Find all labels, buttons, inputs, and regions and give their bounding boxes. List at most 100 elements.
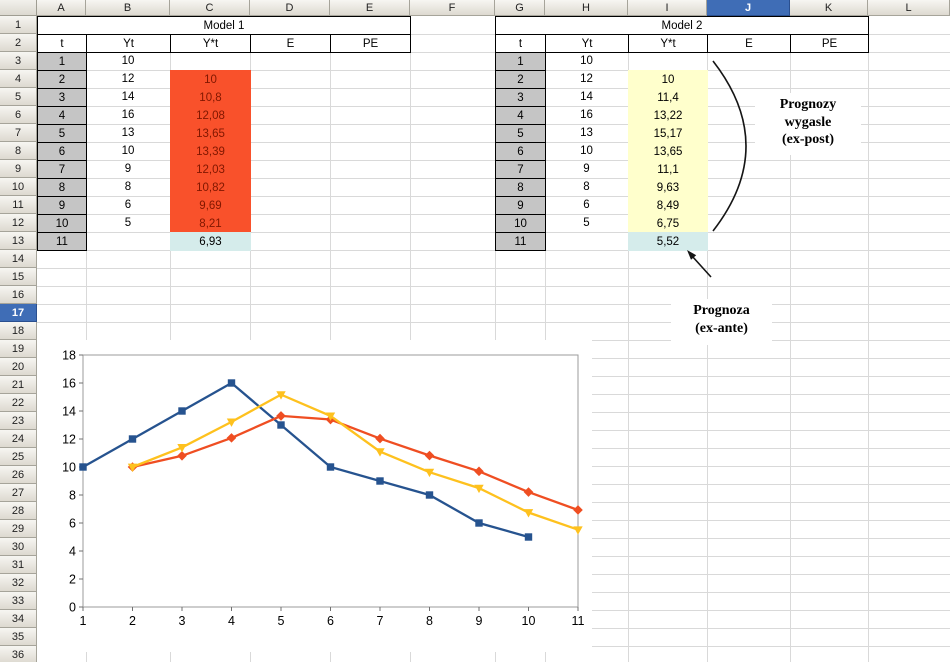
row-header-6[interactable]: 6 bbox=[0, 106, 37, 124]
cell-I6[interactable]: 13,22 bbox=[628, 106, 708, 125]
cell-G5[interactable]: 3 bbox=[495, 88, 546, 107]
cell-C4[interactable]: 10 bbox=[170, 70, 251, 89]
select-all-corner[interactable] bbox=[0, 0, 37, 16]
cell-A13[interactable]: 11 bbox=[37, 232, 87, 251]
label-prognoza-ex-ante[interactable]: Prognoza (ex-ante) bbox=[671, 299, 772, 345]
cell-A7[interactable]: 5 bbox=[37, 124, 87, 143]
row-header-24[interactable]: 24 bbox=[0, 430, 37, 448]
row-header-35[interactable]: 35 bbox=[0, 628, 37, 646]
row-header-23[interactable]: 23 bbox=[0, 412, 37, 430]
cell-A4[interactable]: 2 bbox=[37, 70, 87, 89]
row-header-18[interactable]: 18 bbox=[0, 322, 37, 340]
row-header-33[interactable]: 33 bbox=[0, 592, 37, 610]
row-header-9[interactable]: 9 bbox=[0, 160, 37, 178]
row-header-14[interactable]: 14 bbox=[0, 250, 37, 268]
cell-H8[interactable]: 10 bbox=[580, 145, 593, 157]
cell-B12[interactable]: 5 bbox=[124, 217, 132, 229]
row-header-29[interactable]: 29 bbox=[0, 520, 37, 538]
cell-I10[interactable]: 9,63 bbox=[628, 178, 708, 197]
cell-B3[interactable]: 10 bbox=[121, 55, 135, 67]
cell-G13[interactable]: 11 bbox=[495, 232, 546, 251]
cell-A8[interactable]: 6 bbox=[37, 142, 87, 161]
cell-I5[interactable]: 11,4 bbox=[628, 88, 708, 107]
column-header-E[interactable]: E bbox=[330, 0, 410, 16]
cell-G4[interactable]: 2 bbox=[495, 70, 546, 89]
cell-C11[interactable]: 9,69 bbox=[170, 196, 251, 215]
cell-I8[interactable]: 13,65 bbox=[628, 142, 708, 161]
cell-H11[interactable]: 6 bbox=[583, 199, 590, 211]
embedded-chart[interactable]: 0 2 4 6 8 10 12 14 16 18 1 2 3 4 5 6 7 8 9 10 11 bbox=[37, 340, 592, 652]
row-header-20[interactable]: 20 bbox=[0, 358, 37, 376]
plot-area[interactable] bbox=[82, 354, 579, 608]
cell-G11[interactable]: 9 bbox=[495, 196, 546, 215]
row-header-30[interactable]: 30 bbox=[0, 538, 37, 556]
row-header-19[interactable]: 19 bbox=[0, 340, 37, 358]
cell-C10[interactable]: 10,82 bbox=[170, 178, 251, 197]
cell-H5[interactable]: 14 bbox=[580, 91, 593, 103]
column-header-K[interactable]: K bbox=[790, 0, 868, 16]
cell-B6[interactable]: 16 bbox=[121, 109, 135, 121]
brace-shape[interactable] bbox=[712, 60, 747, 232]
cell-B11[interactable]: 6 bbox=[124, 199, 132, 211]
series-yt[interactable] bbox=[79, 379, 533, 541]
cell-B8[interactable]: 10 bbox=[121, 145, 135, 157]
cell-B9[interactable]: 9 bbox=[124, 163, 132, 175]
cell-I4[interactable]: 10 bbox=[628, 70, 708, 89]
column-header-C[interactable]: C bbox=[170, 0, 250, 16]
cell-G8[interactable]: 6 bbox=[495, 142, 546, 161]
row-header-17[interactable]: 17 bbox=[0, 304, 37, 322]
row-header-8[interactable]: 8 bbox=[0, 142, 37, 160]
cell-H12[interactable]: 5 bbox=[583, 217, 590, 229]
cell-A11[interactable]: 9 bbox=[37, 196, 87, 215]
label-prognozy-wygasle-ex-post[interactable]: Prognozy wygasle (ex-post) bbox=[755, 93, 861, 155]
row-header-28[interactable]: 28 bbox=[0, 502, 37, 520]
cell-C12[interactable]: 8,21 bbox=[170, 214, 251, 233]
cell-A12[interactable]: 10 bbox=[37, 214, 87, 233]
cell-C5[interactable]: 10,8 bbox=[170, 88, 251, 107]
arrow-line[interactable] bbox=[691, 255, 712, 278]
column-header-F[interactable]: F bbox=[410, 0, 495, 16]
row-header-4[interactable]: 4 bbox=[0, 70, 37, 88]
cell-H9[interactable]: 9 bbox=[583, 163, 590, 175]
cell-C9[interactable]: 12,03 bbox=[170, 160, 251, 179]
cell-B10[interactable]: 8 bbox=[124, 181, 132, 193]
row-header-26[interactable]: 26 bbox=[0, 466, 37, 484]
row-header-32[interactable]: 32 bbox=[0, 574, 37, 592]
row-header-10[interactable]: 10 bbox=[0, 178, 37, 196]
row-header-31[interactable]: 31 bbox=[0, 556, 37, 574]
row-header-12[interactable]: 12 bbox=[0, 214, 37, 232]
cell-C7[interactable]: 13,65 bbox=[170, 124, 251, 143]
cell-C13[interactable]: 6,93 bbox=[170, 232, 251, 251]
column-header-J[interactable]: J bbox=[707, 0, 790, 16]
row-header-5[interactable]: 5 bbox=[0, 88, 37, 106]
cell-I13[interactable]: 5,52 bbox=[628, 232, 708, 251]
cell-C8[interactable]: 13,39 bbox=[170, 142, 251, 161]
series-model-2-y-t[interactable] bbox=[127, 391, 583, 535]
cell-A5[interactable]: 3 bbox=[37, 88, 87, 107]
row-header-22[interactable]: 22 bbox=[0, 394, 37, 412]
cell-H10[interactable]: 8 bbox=[583, 181, 590, 193]
column-header-G[interactable]: G bbox=[495, 0, 545, 16]
cell-G10[interactable]: 8 bbox=[495, 178, 546, 197]
row-header-3[interactable]: 3 bbox=[0, 52, 37, 70]
cell-A6[interactable]: 4 bbox=[37, 106, 87, 125]
row-header-11[interactable]: 11 bbox=[0, 196, 37, 214]
column-header-I[interactable]: I bbox=[628, 0, 707, 16]
row-header-13[interactable]: 13 bbox=[0, 232, 37, 250]
cell-G6[interactable]: 4 bbox=[495, 106, 546, 125]
cell-C6[interactable]: 12,08 bbox=[170, 106, 251, 125]
row-header-21[interactable]: 21 bbox=[0, 376, 37, 394]
cell-B5[interactable]: 14 bbox=[121, 91, 135, 103]
column-header-H[interactable]: H bbox=[545, 0, 628, 16]
cell-A10[interactable]: 8 bbox=[37, 178, 87, 197]
column-header-A[interactable]: A bbox=[37, 0, 86, 16]
cell-G3[interactable]: 1 bbox=[495, 52, 546, 71]
cell-H7[interactable]: 13 bbox=[580, 127, 593, 139]
cell-I7[interactable]: 15,17 bbox=[628, 124, 708, 143]
row-header-2[interactable]: 2 bbox=[0, 34, 37, 52]
row-header-1[interactable]: 1 bbox=[0, 16, 37, 34]
column-header-L[interactable]: L bbox=[868, 0, 950, 16]
row-header-7[interactable]: 7 bbox=[0, 124, 37, 142]
row-header-36[interactable]: 36 bbox=[0, 646, 37, 662]
cell-G9[interactable]: 7 bbox=[495, 160, 546, 179]
